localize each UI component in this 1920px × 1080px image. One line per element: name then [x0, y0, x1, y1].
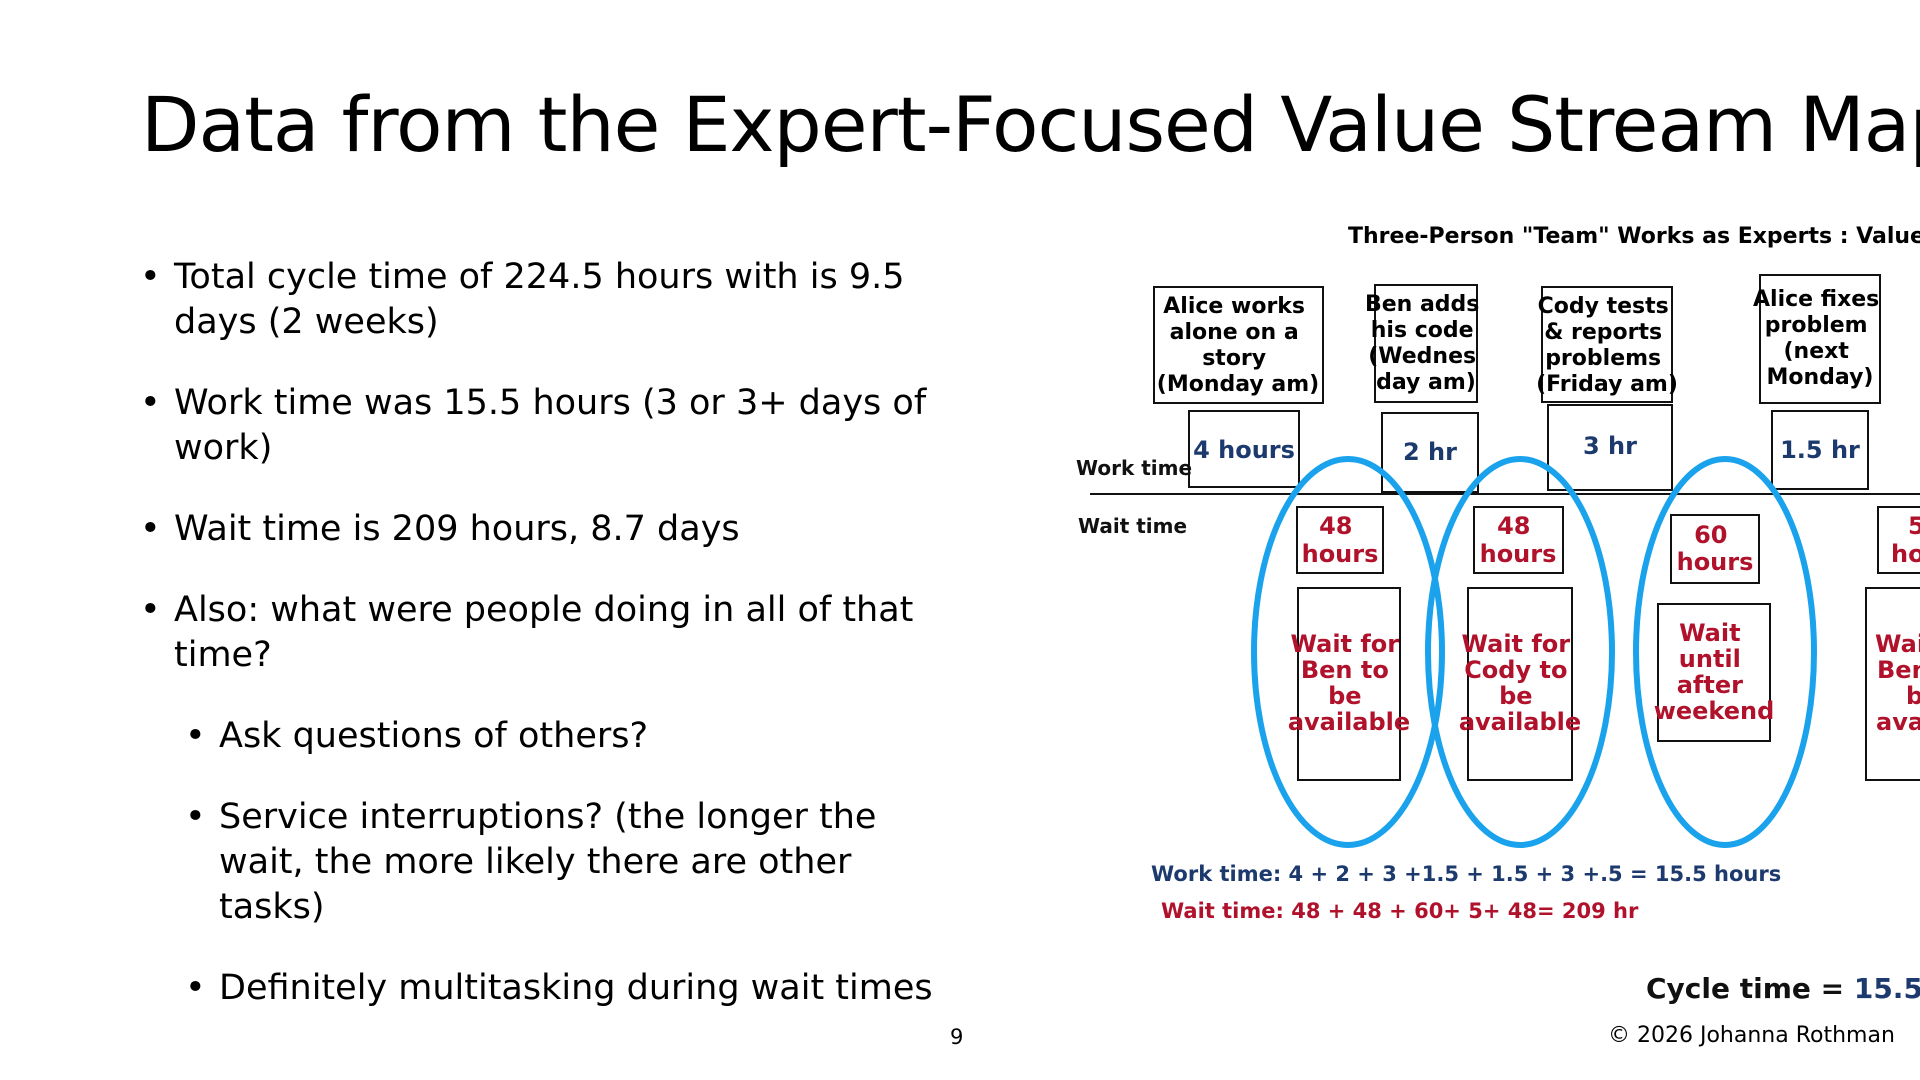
activity-box-2: [1374, 284, 1478, 403]
wait-hours-4: 5 hou: [1891, 512, 1920, 568]
bullet-question: Also: what were people doing in all of t…: [140, 588, 940, 1011]
sub-bullet-list: Ask questions of others? Service interru…: [174, 714, 940, 1011]
row-label-work-time: Work time: [1076, 456, 1192, 480]
work-time-box-1: [1188, 410, 1300, 488]
work-time-4: 1.5 hr: [1780, 436, 1860, 464]
bullet-work-time: Work time was 15.5 hours (3 or 3+ days o…: [140, 381, 940, 471]
bullet-question-text: Also: what were people doing in all of t…: [174, 590, 914, 675]
wait-hours-3: 60 hours: [1677, 521, 1754, 576]
slide-title: Data from the Expert-Focused Value Strea…: [141, 80, 1920, 169]
wait-reason-2: Wait for Cody to be available: [1459, 630, 1581, 736]
activity-box-3: [1541, 286, 1673, 403]
sub-bullet-ask-questions: Ask questions of others?: [185, 714, 940, 759]
wait-reason-box-1: [1297, 587, 1401, 781]
wait-reason-4: Wai Ben b avail: [1875, 630, 1920, 736]
wait-hours-box-2: [1473, 506, 1564, 574]
wait-reason-1: Wait for Ben to be available: [1288, 630, 1410, 736]
wait-reason-box-3: [1657, 603, 1771, 742]
work-time-box-4: [1771, 410, 1869, 490]
bullet-wait-time: Wait time is 209 hours, 8.7 days: [140, 507, 940, 552]
bullet-cycle-time: Total cycle time of 224.5 hours with is …: [140, 255, 940, 345]
sub-bullet-multitasking: Definitely multitasking during wait time…: [185, 966, 940, 1011]
work-time-3: 3 hr: [1583, 432, 1637, 460]
wait-hours-box-4: [1877, 506, 1920, 574]
wait-reason-3: Wait until after weekend: [1654, 619, 1775, 725]
work-time-sum: Work time: 4 + 2 + 3 +1.5 + 1.5 + 3 +.5 …: [1151, 862, 1781, 886]
wait-hours-1: 48 hours: [1302, 512, 1379, 568]
activity-text-1: Alice works alone on a story (Monday am): [1157, 294, 1319, 397]
wait-hours-box-3: [1670, 514, 1760, 584]
sub-bullet-service-interruptions: Service interruptions? (the longer the w…: [185, 795, 940, 930]
wait-hours-2: 48 hours: [1480, 512, 1557, 568]
wait-highlight-1: [1251, 456, 1445, 848]
work-time-box-2: [1381, 412, 1479, 493]
wait-reason-box-2: [1467, 587, 1573, 781]
wait-highlight-2: [1425, 456, 1615, 848]
cycle-time-line: Cycle time = 15.5 plus 2: [1646, 972, 1920, 1005]
vsm-title: Three-Person "Team" Works as Experts : V…: [1348, 224, 1920, 249]
wait-time-sum: Wait time: 48 + 48 + 60+ 5+ 48= 209 hr: [1161, 899, 1639, 923]
bullet-list: Total cycle time of 224.5 hours with is …: [140, 255, 940, 1047]
activity-text-3: Cody tests & reports problems (Friday am…: [1536, 294, 1678, 397]
activity-box-1: [1153, 286, 1324, 404]
work-time-box-3: [1547, 404, 1673, 491]
work-time-2: 2 hr: [1403, 438, 1457, 466]
wait-hours-box-1: [1296, 506, 1384, 574]
activity-text-2: Ben adds his code (Wednes day am): [1365, 292, 1487, 395]
row-label-wait-time: Wait time: [1078, 514, 1187, 538]
activity-text-4: Alice fixes problem (next Monday): [1753, 287, 1887, 390]
activity-box-4: [1759, 274, 1881, 404]
page-number: 9: [950, 1025, 964, 1049]
work-time-1: 4 hours: [1193, 436, 1295, 464]
wait-reason-box-4: [1865, 587, 1920, 781]
copyright: © 2026 Johanna Rothman: [1608, 1023, 1895, 1048]
wait-highlight-3: [1633, 456, 1817, 848]
